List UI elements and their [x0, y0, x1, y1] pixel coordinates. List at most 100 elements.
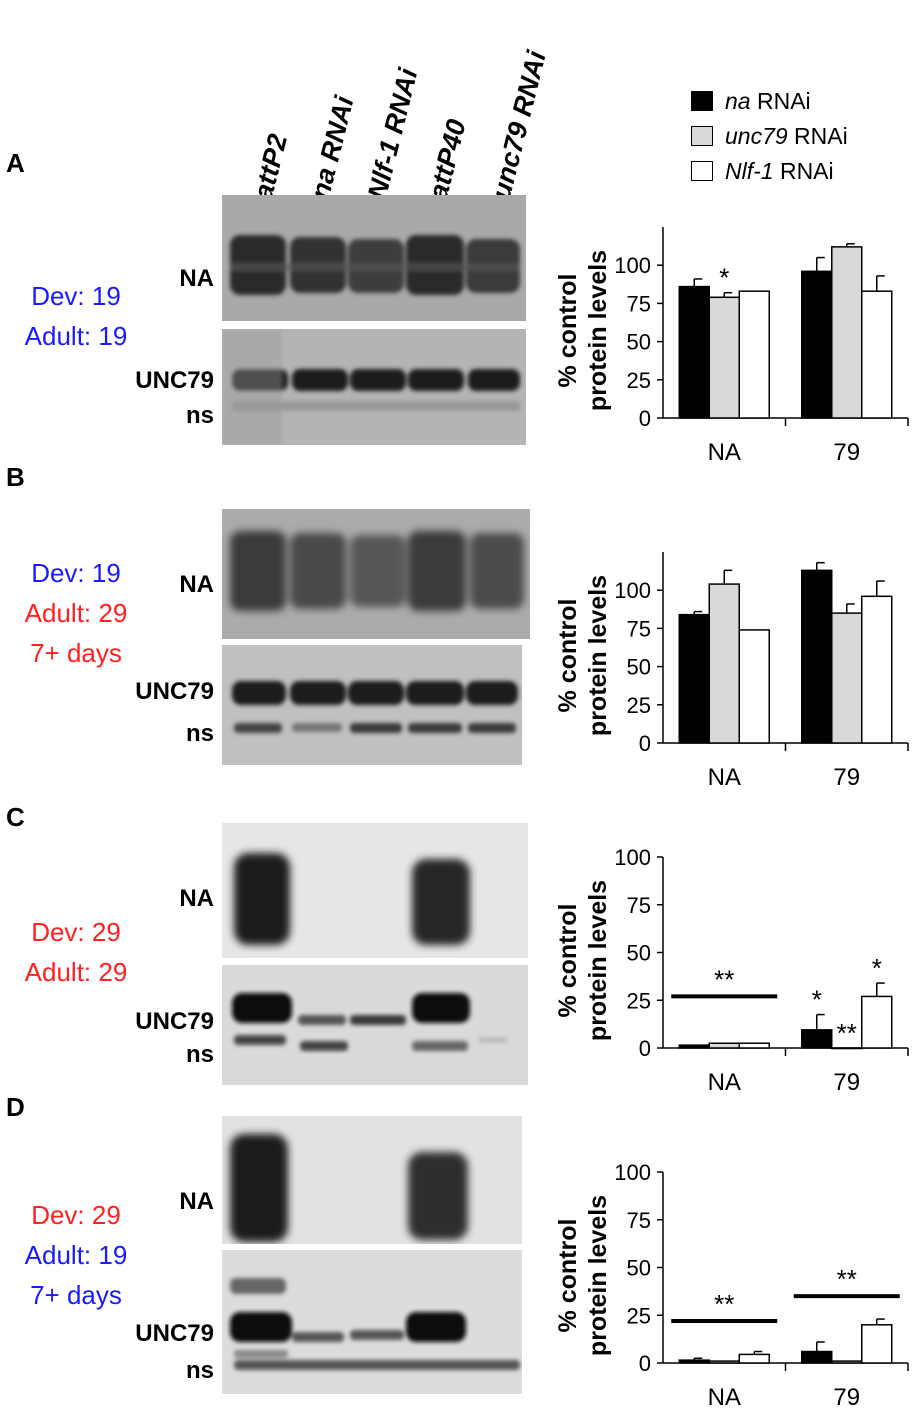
bar — [861, 290, 893, 419]
blot-label-na: NA — [179, 885, 214, 912]
bar — [678, 285, 710, 419]
bar — [678, 1359, 710, 1364]
blot-label-ns: ns — [185, 1357, 214, 1384]
y-axis-label-line: protein levels — [584, 1195, 612, 1356]
y-tick-label: 25 — [627, 368, 651, 393]
y-axis-label-line: % control — [554, 904, 582, 1018]
y-tick-label: 75 — [627, 893, 651, 918]
western-blot-na-d — [222, 1116, 522, 1244]
y-axis-label-line: protein levels — [584, 880, 612, 1041]
y-tick-label: 50 — [627, 655, 651, 680]
y-tick-label: 100 — [614, 845, 651, 870]
condition-line: Dev: 19 — [31, 558, 121, 588]
bar-chart-a: % controlprotein levels 0 25 50 75 100 NA 79 * — [554, 227, 909, 466]
condition-line: 7+ days — [30, 638, 122, 668]
y-axis-label: % controlprotein levels — [554, 880, 612, 1041]
western-blot-na-c — [222, 823, 528, 958]
condition-text: Dev: 29 Adult: 19 7+ days — [6, 1195, 146, 1315]
bar — [831, 1360, 863, 1364]
y-axis-label-line: % control — [554, 1219, 582, 1333]
y-tick-label: 0 — [639, 406, 651, 431]
bar — [801, 569, 833, 744]
legend-italic: unc79 — [725, 123, 788, 149]
bar-chart-d: % controlprotein levels 0 25 50 75 100 NA 79 ** *… — [554, 1160, 909, 1411]
blot-label-na: NA — [179, 265, 214, 292]
panel-letter: B — [6, 462, 25, 492]
y-tick-label: 50 — [627, 941, 651, 966]
condition-line: Adult: 29 — [24, 957, 128, 987]
bar — [861, 1324, 893, 1364]
bar — [708, 296, 740, 419]
chart-legend: na RNAi unc79 RNAi Nlf-1 RNAi — [691, 88, 911, 190]
legend-swatch — [691, 161, 713, 181]
legend-italic: Nlf-1 — [725, 158, 774, 184]
bar — [708, 1360, 740, 1364]
bar-chart-b: % controlprotein levels 0 25 50 75 100 NA 79 — [554, 552, 909, 791]
significance-marker: ** — [837, 1018, 857, 1048]
bar — [738, 1353, 770, 1364]
bar — [861, 595, 893, 744]
lane-label: attP2 — [248, 130, 294, 203]
condition-text: Dev: 29 Adult: 29 — [6, 912, 146, 992]
legend-rest: RNAi — [787, 123, 848, 149]
x-tick-label: NA — [708, 439, 741, 466]
blot-label-ns: ns — [185, 402, 214, 429]
condition-line: Dev: 19 — [31, 281, 121, 311]
y-tick-label: 75 — [627, 1208, 651, 1233]
legend-rest: RNAi — [750, 88, 811, 114]
x-tick-label: NA — [708, 1069, 741, 1096]
blot-label-unc79: UNC79 — [135, 678, 214, 705]
condition-line: Dev: 29 — [31, 1200, 121, 1230]
blot-label-unc79: UNC79 — [135, 1320, 214, 1347]
y-tick-label: 50 — [627, 330, 651, 355]
condition-line: Dev: 29 — [31, 917, 121, 947]
significance-marker: ** — [837, 1264, 857, 1294]
bar — [801, 270, 833, 419]
y-axis-label: % controlprotein levels — [554, 1195, 612, 1356]
x-tick-label: 79 — [833, 1069, 860, 1096]
y-tick-label: 25 — [627, 988, 651, 1013]
y-tick-label: 25 — [627, 693, 651, 718]
x-tick-label: 79 — [833, 1384, 860, 1411]
x-tick-label: NA — [708, 764, 741, 791]
condition-line: Adult: 19 — [24, 321, 128, 351]
blot-label-unc79: UNC79 — [135, 1008, 214, 1035]
lane-label: attP40 — [423, 116, 472, 203]
bar — [861, 995, 893, 1049]
lane-label: unc79 RNAi — [486, 47, 552, 203]
y-tick-label: 100 — [614, 253, 651, 278]
legend-italic: na — [725, 88, 751, 114]
condition-line: Adult: 19 — [24, 1240, 128, 1270]
x-tick-label: 79 — [833, 764, 860, 791]
panel-letter: A — [6, 148, 25, 178]
lane-label: Nlf-1 RNAi — [362, 65, 424, 203]
y-tick-label: 0 — [639, 1351, 651, 1376]
western-blot-na-a — [222, 195, 526, 321]
y-tick-label: 50 — [627, 1256, 651, 1281]
legend-rest: RNAi — [773, 158, 834, 184]
western-blot-unc79-b — [222, 645, 522, 765]
bar — [801, 1029, 833, 1049]
y-tick-label: 100 — [614, 1160, 651, 1185]
bar — [708, 583, 740, 744]
y-tick-label: 75 — [627, 616, 651, 641]
legend-swatch — [691, 91, 713, 111]
western-blot-unc79-c — [222, 965, 528, 1085]
y-axis-label-line: % control — [554, 599, 582, 713]
bar — [738, 290, 770, 419]
y-axis-label-line: protein levels — [584, 575, 612, 736]
y-tick-label: 0 — [639, 731, 651, 756]
bar — [738, 1042, 770, 1049]
y-tick-label: 100 — [614, 578, 651, 603]
y-axis-label-line: protein levels — [584, 250, 612, 411]
y-tick-label: 0 — [639, 1036, 651, 1061]
western-blot-unc79-d — [222, 1250, 522, 1394]
x-tick-label: NA — [708, 1384, 741, 1411]
y-axis-label-line: % control — [554, 274, 582, 388]
western-blot-unc79-a — [222, 329, 526, 445]
bar — [831, 612, 863, 744]
significance-marker: ** — [714, 1289, 734, 1319]
y-tick-label: 25 — [627, 1303, 651, 1328]
significance-marker: * — [719, 263, 729, 293]
